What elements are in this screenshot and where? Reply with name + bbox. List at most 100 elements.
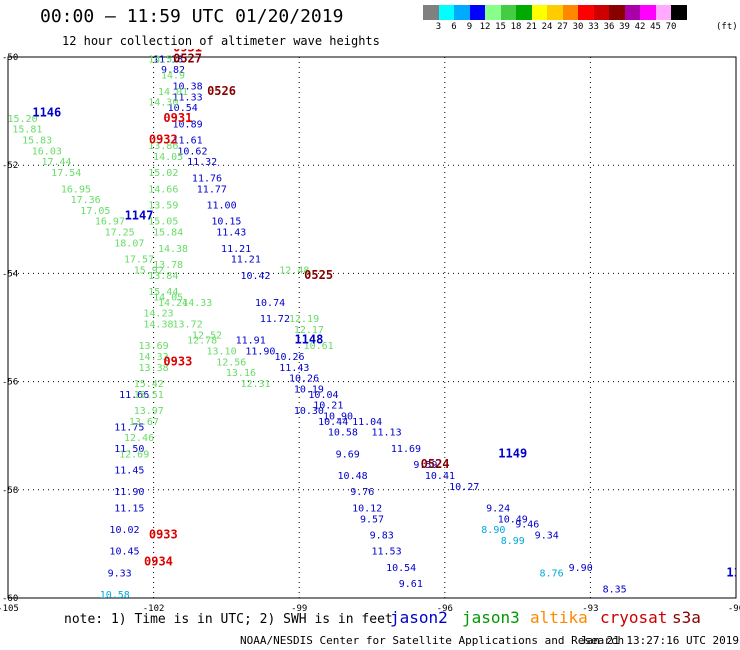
- satellite-legend-altika: altika: [530, 608, 588, 627]
- swh-label-jason2: 9.69: [336, 449, 360, 460]
- colorbar-label: 15: [495, 22, 506, 32]
- swh-label-jason2: 11.77: [197, 184, 227, 195]
- swh-label-jason3: 12.17: [294, 325, 324, 336]
- swh-label-jason3: 12.46: [124, 433, 154, 444]
- colorbar-unit: (ft): [716, 22, 738, 32]
- swh-label-jason3: 16.97: [95, 217, 125, 228]
- pass-time-label: 0524: [421, 457, 450, 471]
- swh-label-jason2: 11.18: [153, 54, 183, 65]
- swh-label-jason2: 10.54: [386, 563, 416, 574]
- colorbar: [423, 5, 687, 20]
- swh-label-jason2: 9.59: [413, 460, 437, 471]
- swh-label-jason3: 13.59: [148, 200, 178, 211]
- swh-label-jason3: 15.42: [134, 379, 164, 390]
- swh-label-jason2: 10.58: [328, 428, 358, 439]
- swh-label-jason2: 10.48: [338, 471, 368, 482]
- swh-label-jason2: 11.61: [173, 136, 203, 147]
- swh-label-jason2: 11.90: [245, 347, 275, 358]
- colorbar-swatch: [624, 5, 640, 20]
- swh-label-jason3: 15.05: [148, 217, 178, 228]
- swh-label-jason3: 14.51: [148, 54, 178, 65]
- pass-time-label: 0931: [173, 41, 202, 55]
- swh-label-jason2: 10.26: [274, 352, 304, 363]
- y-tick-label: -60: [2, 594, 18, 604]
- colorbar-swatch: [609, 5, 625, 20]
- swh-label-jason3: 13.78: [153, 260, 183, 271]
- y-tick-label: -50: [2, 53, 18, 63]
- colorbar-label: 12: [479, 22, 491, 32]
- footer-note: note: 1) Time is in UTC; 2) SWH is in fe…: [64, 612, 393, 627]
- x-tick-label: -96: [437, 604, 453, 614]
- swh-label-jason2: 10.41: [425, 471, 455, 482]
- swh-label-jason2: 11.13: [372, 428, 402, 439]
- swh-label-jason3: 13.86: [148, 141, 178, 152]
- swh-label-jason3: 17.05: [80, 206, 110, 217]
- colorbar-label: 39: [619, 22, 630, 32]
- swh-label-jason2: 11.66: [119, 390, 149, 401]
- swh-label-jason2: 11.43: [279, 363, 309, 374]
- colorbar-label: 6: [451, 22, 457, 32]
- swh-label-jason2: 11.04: [352, 417, 382, 428]
- colorbar-swatch: [562, 5, 578, 20]
- swh-label-jason3: 16.03: [32, 146, 62, 157]
- pass-time-label: 0933: [149, 527, 178, 541]
- swh-label-jason2: 10.89: [173, 119, 203, 130]
- pass-time-label: 0932: [149, 133, 178, 147]
- swh-label-jason2: 10.74: [255, 298, 285, 309]
- colorbar-label: 33: [588, 22, 599, 32]
- swh-label-jason3: 17.44: [41, 157, 71, 168]
- swh-label-jason3: 12.56: [216, 357, 246, 368]
- swh-label-jason3: 14.05: [153, 152, 183, 163]
- swh-label-jason2: 11.33: [173, 92, 203, 103]
- x-tick-label: -99: [291, 604, 307, 614]
- swh-label-jason2: 11.00: [206, 200, 236, 211]
- swh-label-jason3: 14.23: [143, 309, 173, 320]
- colorbar-label: 18: [510, 22, 522, 32]
- swh-label-jason2: 10.04: [308, 390, 338, 401]
- pass-time-label: 1148: [294, 333, 323, 347]
- swh-label-jason2: 11.69: [391, 444, 421, 455]
- colorbar-label: 42: [634, 22, 646, 32]
- colorbar-label: 36: [603, 22, 615, 32]
- swh-label-jason2: 9.57: [360, 514, 384, 525]
- swh-label-altika: 8.99: [501, 536, 525, 547]
- swh-label-jason3: 14.38: [158, 244, 188, 255]
- colorbar-swatch: [531, 5, 547, 20]
- colorbar-swatch: [423, 5, 439, 20]
- swh-label-jason3: 14.33: [182, 298, 212, 309]
- swh-label-jason2: 10.49: [498, 514, 528, 525]
- swh-label-jason2: 10.12: [352, 503, 382, 514]
- credit-line: NOAA/NESDIS Center for Satellite Applica…: [240, 634, 625, 647]
- swh-label-jason3: 12.78: [187, 336, 217, 347]
- swh-label-jason3: 17.36: [71, 195, 101, 206]
- colorbar-swatch: [655, 5, 671, 20]
- satellite-legend-cryosat: cryosat: [600, 608, 668, 627]
- swh-label-jason2: 9.90: [569, 563, 593, 574]
- swh-label-jason3: 18.07: [114, 238, 144, 249]
- swh-label-altika: 8.76: [540, 568, 564, 579]
- swh-label-jason3: 15.81: [12, 125, 42, 136]
- swh-label-jason2: 10.62: [177, 146, 207, 157]
- swh-label-jason3: 13.69: [139, 341, 169, 352]
- pass-time-label: 1147: [125, 208, 154, 222]
- swh-label-altika: 8.90: [481, 525, 505, 536]
- swh-label-jason3: 15.92: [134, 265, 164, 276]
- swh-label-jason2: 10.21: [313, 401, 343, 412]
- y-tick-label: -58: [2, 486, 18, 496]
- swh-label-jason2: 10.30: [294, 406, 324, 417]
- swh-label-jason2: 9.83: [370, 530, 394, 541]
- swh-label-jason3: 15.51: [134, 390, 164, 401]
- colorbar-label: 9: [466, 22, 473, 32]
- colorbar-swatch: [516, 5, 532, 20]
- swh-label-jason3: 12.69: [119, 449, 149, 460]
- pass-time-label: 0934: [144, 555, 173, 569]
- pass-time-label: 1150: [726, 565, 740, 579]
- swh-label-jason3: 14.06: [158, 38, 188, 49]
- swh-label-jason2: 10.02: [109, 525, 139, 536]
- colorbar-swatch: [578, 5, 594, 20]
- swh-label-jason3: 15.20: [8, 114, 38, 125]
- swh-label-jason3: 17.57: [124, 255, 154, 266]
- swh-label-jason3: 14.33: [139, 352, 169, 363]
- swh-label-jason3: 17.54: [51, 168, 81, 179]
- satellite-legend-jason3: jason3: [462, 608, 520, 627]
